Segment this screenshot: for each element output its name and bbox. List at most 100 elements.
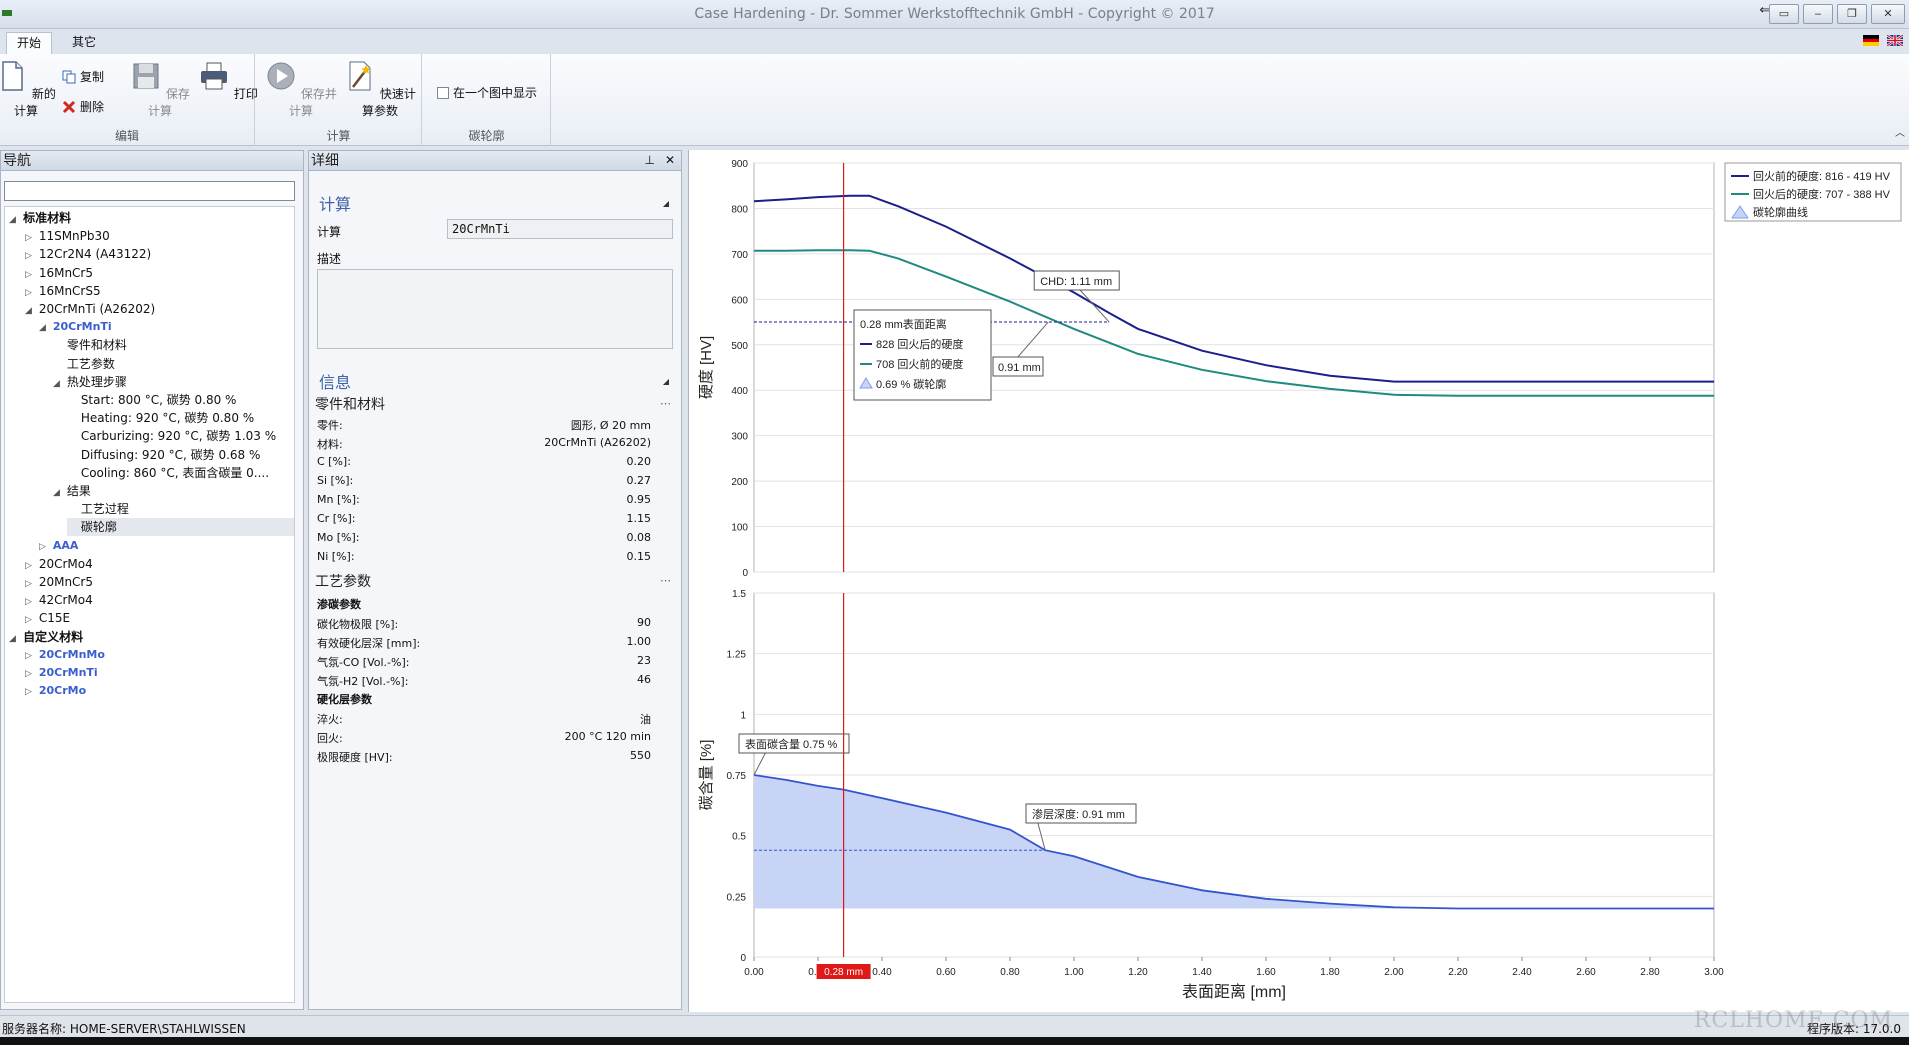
calc-section-collapse-icon[interactable]: ◢	[662, 199, 669, 208]
expand-arrow-icon[interactable]: ▷	[25, 269, 32, 280]
tree-node-label: 零件和材料	[63, 338, 127, 353]
tree-node[interactable]: Heating: 920 °C, 碳势 0.80 %	[67, 409, 254, 427]
calc-name-field[interactable]: 20CrMnTi	[447, 219, 673, 239]
expand-arrow-icon[interactable]: ▷	[25, 560, 32, 571]
tree-node[interactable]: ◢ 20CrMnTi (A26202)	[25, 300, 155, 318]
expand-arrow-icon[interactable]: ▷	[39, 541, 46, 552]
copy-button[interactable]: 复制	[62, 68, 104, 85]
tree-node[interactable]: ◢ 标准材料	[9, 209, 71, 227]
tree-node[interactable]: ◢ 热处理步骤	[53, 373, 127, 391]
show-in-one-chart-toggle[interactable]: 在一个图中显示	[437, 84, 537, 101]
tree-node[interactable]: ▷ 12Cr2N4 (A43122)	[25, 245, 151, 263]
delete-button[interactable]: 删除	[62, 98, 104, 115]
expand-arrow-icon[interactable]: ▷	[25, 233, 32, 244]
tree-node[interactable]: 工艺参数	[53, 355, 115, 373]
collapse-arrow-icon[interactable]: ◢	[53, 378, 60, 389]
app-icon	[2, 10, 12, 16]
info-section-collapse-icon[interactable]: ◢	[662, 377, 669, 386]
info-key: Si [%]:	[317, 474, 354, 487]
tree-node[interactable]: 工艺过程	[67, 500, 129, 518]
tree-node[interactable]: Carburizing: 920 °C, 碳势 1.03 %	[67, 427, 276, 445]
info-value: 23	[637, 654, 651, 667]
tree-node[interactable]: ▷ C15E	[25, 609, 70, 627]
tree-node[interactable]: Diffusing: 920 °C, 碳势 0.68 %	[67, 446, 261, 464]
info-row: Mn [%]: 0.95	[315, 493, 651, 511]
expand-arrow-icon[interactable]: ▷	[25, 597, 32, 608]
charts-canvas[interactable]: 0 100 200 300 400 500 600 700 800 900 硬度 [HV] CHD: …	[689, 150, 1909, 1012]
tree-node[interactable]: ▷ 20CrMnMo	[25, 646, 105, 664]
tree-node-label: 16MnCrS5	[35, 283, 101, 298]
expand-arrow-icon[interactable]: ▷	[25, 615, 32, 626]
tree-node[interactable]: 零件和材料	[53, 336, 127, 354]
calc-group-label: 计算	[326, 129, 351, 143]
navigation-search-input[interactable]	[4, 181, 295, 201]
tree-node[interactable]: ◢ 自定义材料	[9, 628, 83, 646]
expand-arrow-icon[interactable]: ▷	[25, 579, 32, 589]
y-tick-label: 0	[742, 568, 748, 579]
delete-icon	[62, 100, 76, 113]
tree-node[interactable]: 碳轮廓	[67, 518, 294, 537]
tree-node[interactable]: ▷ 20CrMnTi	[25, 664, 98, 682]
tree-node[interactable]: Cooling: 860 °C, 表面含碳量 0....	[67, 464, 269, 482]
quick-calc-params-button[interactable]: 快速计算参数	[340, 60, 420, 119]
print-button[interactable]: 打印	[198, 60, 258, 102]
tree-node[interactable]: ▷ 20CrMo	[25, 682, 86, 700]
x-tick-label: 1.80	[1320, 967, 1340, 978]
copy-icon	[62, 70, 76, 83]
info-row: 淬火: 油	[315, 711, 651, 729]
uk-flag-icon[interactable]	[1887, 35, 1903, 46]
new-calc-button[interactable]: 新的计算	[0, 60, 56, 119]
window-title: Case Hardening - Dr. Sommer Werkstofftec…	[694, 6, 1215, 22]
description-textarea[interactable]	[317, 269, 673, 349]
info-value: 550	[630, 749, 651, 762]
collapse-arrow-icon[interactable]: ◢	[39, 323, 46, 334]
tree-node[interactable]: ▷ 42CrMo4	[25, 591, 93, 609]
tree-node[interactable]: ▷ 20CrMo4	[25, 555, 93, 573]
german-flag-icon[interactable]	[1863, 35, 1879, 46]
tab-start[interactable]: 开始	[6, 32, 53, 54]
tree-node[interactable]: ◢ 结果	[53, 482, 91, 500]
expand-arrow-icon[interactable]: ▷	[25, 687, 32, 698]
expand-arrow-icon[interactable]: ▷	[25, 650, 32, 661]
description-label: 描述	[317, 252, 342, 266]
magic-wand-icon	[349, 61, 371, 91]
tree-node[interactable]: ◢ 20CrMnTi	[39, 318, 112, 336]
collapse-arrow-icon[interactable]: ◢	[9, 215, 16, 225]
save-and-calc-button[interactable]: 保存并计算	[262, 60, 340, 119]
tab-other[interactable]: 其它	[72, 35, 97, 49]
carbon-profile-group-label: 碳轮廓	[468, 129, 505, 143]
tree-node[interactable]: ▷ AAA	[39, 537, 78, 555]
restore-layout-button[interactable]: ▭	[1769, 4, 1799, 24]
process-more-icon[interactable]: ⋯	[660, 574, 671, 587]
tree-node[interactable]: Start: 800 °C, 碳势 0.80 %	[67, 391, 237, 409]
expand-arrow-icon[interactable]: ▷	[25, 251, 32, 262]
x-tick-label: 2.20	[1448, 967, 1468, 978]
tree-node[interactable]: ▷ 20MnCr5	[25, 573, 93, 591]
info-key: 气氛-H2 [Vol.-%]:	[317, 675, 409, 688]
collapse-ribbon-icon[interactable]: ︿	[1895, 128, 1905, 139]
pin-icon[interactable]: ⊥	[644, 153, 655, 167]
minimize-button[interactable]: ‒	[1803, 4, 1833, 24]
maximize-button[interactable]: ❐	[1837, 4, 1867, 24]
print-label: 打印	[233, 87, 258, 101]
tree-node[interactable]: ▷ 16MnCr5	[25, 264, 93, 282]
collapse-arrow-icon[interactable]: ◢	[25, 306, 32, 316]
tree-node-label: 20CrMo4	[35, 556, 93, 571]
info-value: 圆形, Ø 20 mm	[570, 419, 651, 432]
close-button[interactable]: ✕	[1871, 4, 1905, 24]
tree-node[interactable]: ▷ 16MnCrS5	[25, 282, 101, 300]
save-calc-button[interactable]: 保存计算	[130, 60, 190, 119]
tooltip-row-text: 0.69 % 碳轮廓	[876, 377, 946, 391]
tree-node-label: Start: 800 °C, 碳势 0.80 %	[77, 393, 237, 407]
show-in-one-chart-checkbox[interactable]	[437, 86, 449, 99]
expand-arrow-icon[interactable]: ▷	[25, 669, 32, 679]
parts-more-icon[interactable]: ⋯	[660, 397, 671, 410]
collapse-arrow-icon[interactable]: ◢	[9, 633, 16, 644]
close-panel-icon[interactable]: ✕	[664, 153, 675, 167]
info-key: 零件:	[317, 419, 343, 432]
info-row: 有效硬化层深 [mm]: 1.00	[315, 635, 651, 653]
info-value: 90	[637, 616, 651, 629]
expand-arrow-icon[interactable]: ▷	[25, 287, 32, 298]
tree-node[interactable]: ▷ 11SMnPb30	[25, 227, 110, 245]
collapse-arrow-icon[interactable]: ◢	[53, 488, 60, 498]
